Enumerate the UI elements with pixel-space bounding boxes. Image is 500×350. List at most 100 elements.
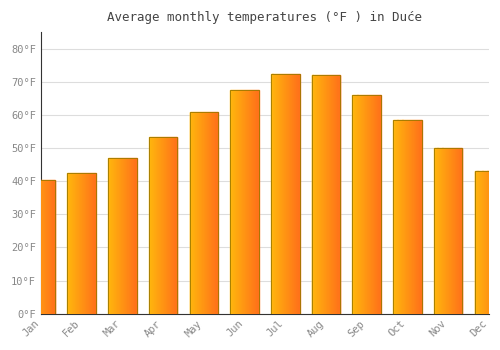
Bar (196, 112, 197, 314)
Bar (326, 75, 327, 314)
Bar (410, 120, 411, 314)
Bar (476, 171, 477, 314)
Bar (124, 158, 126, 314)
Bar (74, 173, 76, 314)
Bar (33, 180, 34, 314)
Bar (494, 171, 496, 314)
Bar (418, 120, 419, 314)
Bar (298, 74, 299, 314)
Bar (236, 90, 237, 314)
Bar (26, 180, 55, 314)
Bar (448, 148, 449, 314)
Bar (373, 95, 374, 314)
Bar (403, 120, 404, 314)
Bar (456, 148, 457, 314)
Bar (399, 120, 400, 314)
Bar (322, 75, 323, 314)
Bar (95, 173, 96, 314)
Bar (34, 180, 35, 314)
Bar (203, 112, 204, 314)
Bar (378, 95, 379, 314)
Bar (379, 95, 380, 314)
Bar (134, 158, 136, 314)
Bar (253, 90, 254, 314)
Bar (329, 75, 330, 314)
Bar (92, 173, 93, 314)
Bar (121, 158, 122, 314)
Bar (359, 95, 360, 314)
Bar (286, 74, 287, 314)
Bar (234, 90, 236, 314)
Bar (152, 136, 153, 314)
Bar (393, 120, 422, 314)
Bar (488, 171, 489, 314)
Bar (28, 180, 29, 314)
Bar (118, 158, 119, 314)
Bar (71, 173, 72, 314)
Bar (39, 180, 40, 314)
Bar (446, 148, 447, 314)
Bar (371, 95, 372, 314)
Bar (213, 112, 214, 314)
Bar (248, 90, 249, 314)
Bar (123, 158, 124, 314)
Bar (232, 90, 233, 314)
Bar (128, 158, 129, 314)
Bar (493, 171, 494, 314)
Bar (80, 173, 81, 314)
Bar (76, 173, 78, 314)
Bar (216, 112, 218, 314)
Bar (449, 148, 450, 314)
Bar (439, 148, 440, 314)
Bar (413, 120, 414, 314)
Bar (200, 112, 201, 314)
Bar (111, 158, 112, 314)
Bar (319, 75, 320, 314)
Bar (437, 148, 438, 314)
Bar (149, 136, 150, 314)
Bar (409, 120, 410, 314)
Bar (369, 95, 370, 314)
Bar (338, 75, 339, 314)
Bar (328, 75, 329, 314)
Bar (289, 74, 290, 314)
Bar (442, 148, 443, 314)
Bar (150, 136, 151, 314)
Bar (86, 173, 88, 314)
Bar (489, 171, 490, 314)
Bar (281, 74, 282, 314)
Bar (293, 74, 294, 314)
Bar (251, 90, 252, 314)
Bar (318, 75, 319, 314)
Bar (292, 74, 293, 314)
Bar (236, 90, 238, 314)
Bar (491, 171, 492, 314)
Bar (73, 173, 74, 314)
Bar (84, 173, 86, 314)
Bar (487, 171, 488, 314)
Bar (190, 112, 191, 314)
Bar (26, 180, 28, 314)
Bar (41, 180, 42, 314)
Bar (421, 120, 422, 314)
Bar (278, 74, 279, 314)
Bar (396, 120, 397, 314)
Bar (89, 173, 90, 314)
Bar (240, 90, 241, 314)
Bar (453, 148, 454, 314)
Bar (40, 180, 41, 314)
Bar (352, 95, 353, 314)
Bar (192, 112, 193, 314)
Bar (204, 112, 206, 314)
Bar (366, 95, 367, 314)
Bar (299, 74, 300, 314)
Bar (208, 112, 209, 314)
Bar (460, 148, 461, 314)
Bar (360, 95, 361, 314)
Bar (440, 148, 441, 314)
Bar (314, 75, 316, 314)
Bar (70, 173, 71, 314)
Bar (258, 90, 259, 314)
Bar (458, 148, 459, 314)
Bar (176, 136, 178, 314)
